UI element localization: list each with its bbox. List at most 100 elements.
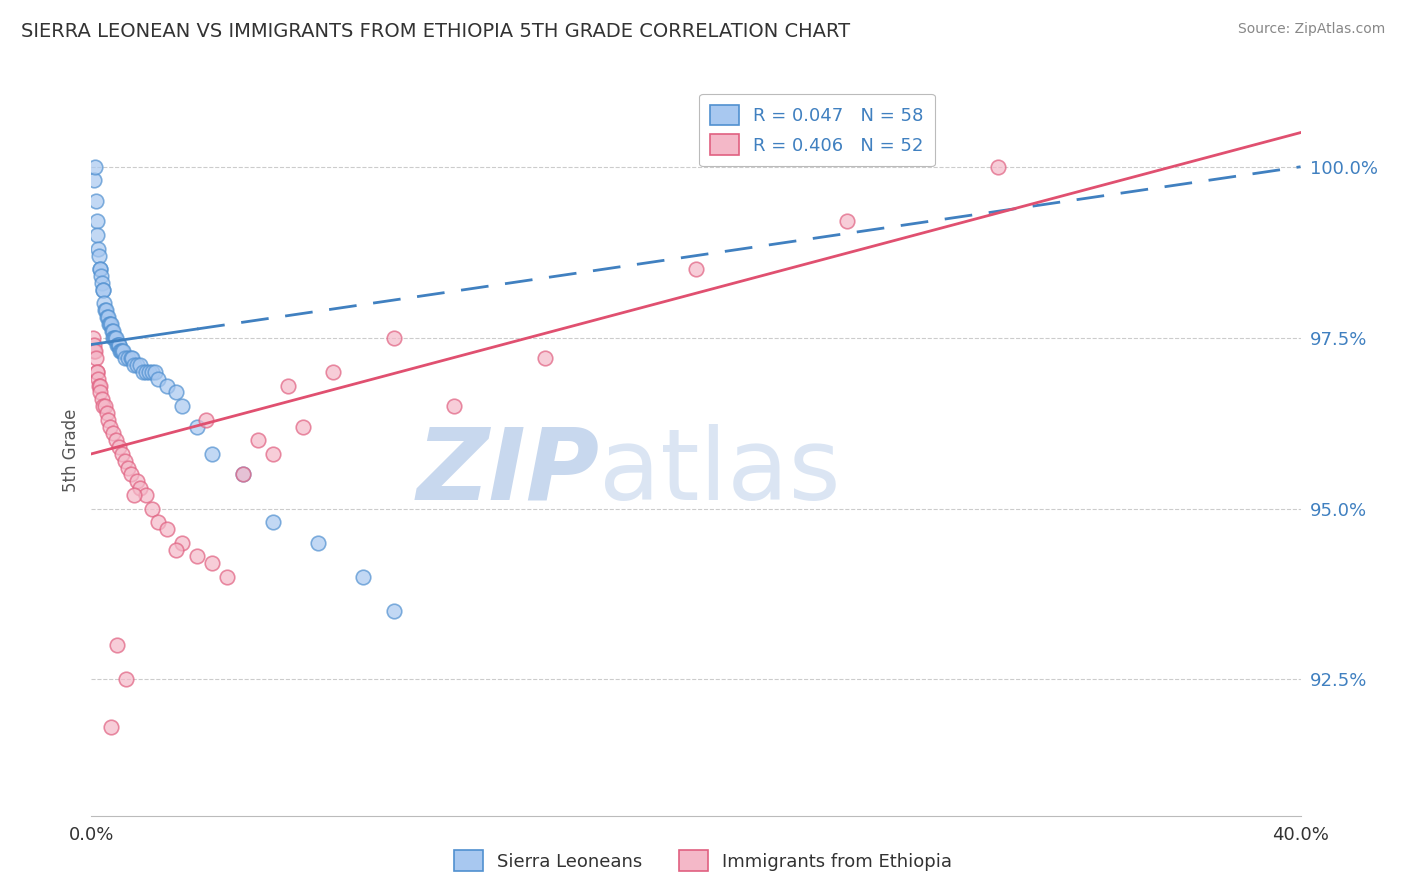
- Point: [165, 542, 187, 557]
- Point: [121, 351, 143, 366]
- Point: [156, 522, 179, 536]
- Point: [195, 413, 218, 427]
- Point: [135, 365, 157, 379]
- Point: [86, 228, 108, 243]
- Point: [101, 324, 124, 338]
- Point: [111, 447, 132, 461]
- Point: [96, 406, 118, 420]
- Point: [231, 467, 253, 482]
- Point: [87, 372, 110, 386]
- Point: [107, 440, 129, 454]
- Point: [84, 351, 107, 366]
- Point: [186, 549, 208, 564]
- Point: [108, 337, 131, 351]
- Point: [107, 337, 129, 351]
- Point: [101, 426, 124, 441]
- Point: [89, 262, 111, 277]
- Point: [114, 453, 136, 467]
- Point: [91, 392, 114, 407]
- Point: [87, 249, 110, 263]
- Point: [835, 214, 858, 228]
- Point: [114, 351, 136, 366]
- Point: [141, 501, 163, 516]
- Point: [382, 604, 405, 618]
- Point: [128, 481, 150, 495]
- Point: [307, 535, 329, 549]
- Point: [93, 296, 115, 310]
- Point: [382, 331, 405, 345]
- Point: [217, 570, 239, 584]
- Point: [186, 419, 208, 434]
- Point: [93, 283, 115, 297]
- Text: ZIP: ZIP: [416, 424, 599, 521]
- Point: [98, 317, 121, 331]
- Point: [110, 344, 132, 359]
- Point: [94, 399, 117, 413]
- Point: [89, 262, 111, 277]
- Point: [117, 351, 139, 366]
- Point: [82, 331, 104, 345]
- Point: [120, 467, 142, 482]
- Point: [83, 337, 105, 351]
- Point: [100, 317, 122, 331]
- Point: [120, 351, 142, 366]
- Point: [443, 399, 465, 413]
- Point: [83, 344, 105, 359]
- Point: [94, 303, 117, 318]
- Point: [86, 365, 108, 379]
- Point: [84, 344, 107, 359]
- Text: atlas: atlas: [599, 424, 841, 521]
- Point: [277, 378, 299, 392]
- Point: [111, 344, 132, 359]
- Point: [94, 303, 117, 318]
- Point: [96, 310, 118, 325]
- Point: [97, 310, 120, 325]
- Point: [246, 434, 269, 448]
- Point: [105, 337, 128, 351]
- Point: [100, 720, 122, 734]
- Point: [146, 515, 169, 529]
- Point: [91, 276, 114, 290]
- Point: [292, 419, 315, 434]
- Point: [352, 570, 374, 584]
- Y-axis label: 5th Grade: 5th Grade: [62, 409, 80, 492]
- Point: [172, 535, 194, 549]
- Legend: R = 0.047   N = 58, R = 0.406   N = 52: R = 0.047 N = 58, R = 0.406 N = 52: [699, 94, 935, 166]
- Point: [534, 351, 557, 366]
- Point: [231, 467, 253, 482]
- Point: [97, 317, 120, 331]
- Point: [104, 331, 127, 345]
- Point: [122, 488, 145, 502]
- Point: [138, 365, 160, 379]
- Point: [262, 447, 284, 461]
- Point: [201, 556, 224, 570]
- Point: [84, 194, 107, 208]
- Point: [103, 331, 125, 345]
- Point: [143, 365, 166, 379]
- Point: [101, 324, 124, 338]
- Point: [104, 331, 127, 345]
- Text: SIERRA LEONEAN VS IMMIGRANTS FROM ETHIOPIA 5TH GRADE CORRELATION CHART: SIERRA LEONEAN VS IMMIGRANTS FROM ETHIOP…: [21, 22, 851, 41]
- Point: [93, 399, 115, 413]
- Point: [98, 419, 121, 434]
- Point: [156, 378, 179, 392]
- Point: [132, 365, 155, 379]
- Point: [125, 358, 148, 372]
- Point: [685, 262, 707, 277]
- Point: [104, 434, 127, 448]
- Point: [89, 378, 111, 392]
- Point: [165, 385, 187, 400]
- Point: [91, 283, 114, 297]
- Point: [89, 385, 111, 400]
- Point: [97, 413, 120, 427]
- Point: [141, 365, 163, 379]
- Point: [112, 344, 135, 359]
- Text: Source: ZipAtlas.com: Source: ZipAtlas.com: [1237, 22, 1385, 37]
- Point: [108, 344, 131, 359]
- Point: [172, 399, 194, 413]
- Point: [115, 673, 138, 687]
- Point: [105, 638, 128, 652]
- Point: [101, 331, 124, 345]
- Point: [86, 365, 108, 379]
- Point: [117, 460, 139, 475]
